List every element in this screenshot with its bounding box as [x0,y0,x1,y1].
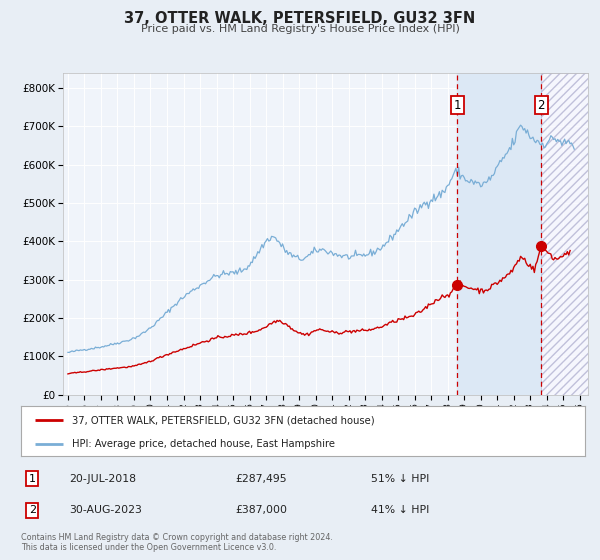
Text: £387,000: £387,000 [235,505,287,515]
Bar [541,73,588,395]
Text: 37, OTTER WALK, PETERSFIELD, GU32 3FN (detached house): 37, OTTER WALK, PETERSFIELD, GU32 3FN (d… [72,415,374,425]
Text: 51% ↓ HPI: 51% ↓ HPI [371,474,429,484]
Text: Price paid vs. HM Land Registry's House Price Index (HPI): Price paid vs. HM Land Registry's House … [140,24,460,34]
Bar [457,73,541,395]
Text: 20-JUL-2018: 20-JUL-2018 [69,474,136,484]
Text: 2: 2 [29,505,36,515]
Text: This data is licensed under the Open Government Licence v3.0.: This data is licensed under the Open Gov… [21,543,277,552]
Text: £287,495: £287,495 [235,474,287,484]
Text: Contains HM Land Registry data © Crown copyright and database right 2024.: Contains HM Land Registry data © Crown c… [21,533,333,542]
Text: 1: 1 [29,474,36,484]
Text: 1: 1 [454,99,461,111]
Text: 2: 2 [538,99,545,111]
Text: 37, OTTER WALK, PETERSFIELD, GU32 3FN: 37, OTTER WALK, PETERSFIELD, GU32 3FN [124,11,476,26]
Text: HPI: Average price, detached house, East Hampshire: HPI: Average price, detached house, East… [72,439,335,449]
Text: 30-AUG-2023: 30-AUG-2023 [69,505,142,515]
Bar [541,73,588,395]
Text: 41% ↓ HPI: 41% ↓ HPI [371,505,429,515]
